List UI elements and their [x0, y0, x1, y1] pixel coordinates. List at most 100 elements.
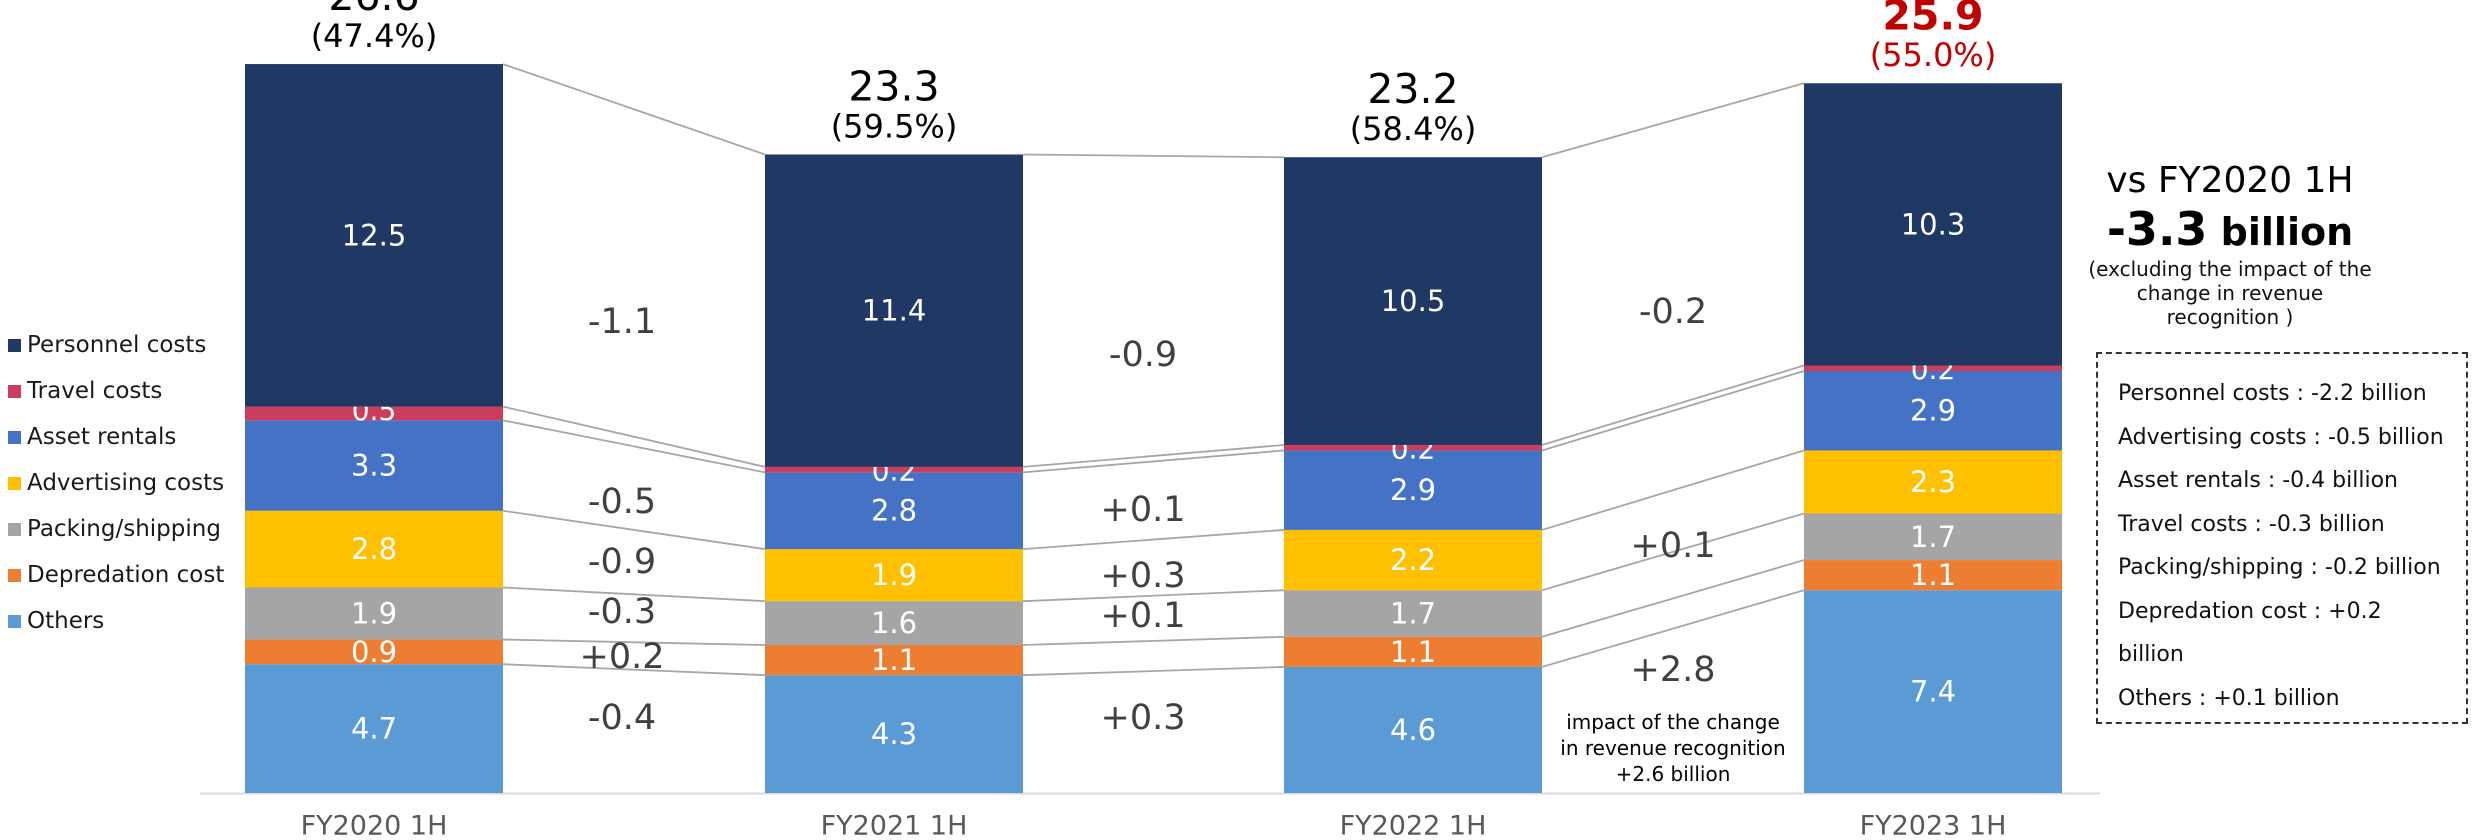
connector-line-advertising-costs	[1022, 529, 1285, 551]
connector-line-others	[502, 663, 766, 677]
connector-line-personnel-costs	[1022, 153, 1285, 159]
legend-item-asset-rentals: Asset rentals	[8, 414, 224, 460]
data-label-packing-shipping: 1.7	[1910, 520, 1956, 554]
bar-segment-asset-rentals	[765, 472, 1023, 550]
change-label-depredation-cost: +0.2	[580, 637, 665, 677]
data-label-depredation-cost: 0.9	[351, 635, 397, 669]
bar-segment-others	[1804, 590, 2062, 793]
data-label-packing-shipping: 1.9	[351, 597, 397, 631]
legend-item-packing: Packing/shipping	[8, 506, 224, 552]
connector-line-advertising-costs	[502, 509, 766, 550]
total-change-amount: -3.3	[2106, 202, 2208, 256]
revenue-recognition-note: +2.6 billion	[1616, 762, 1731, 786]
connector-line-asset-rentals	[502, 419, 766, 474]
data-label-advertising-costs: 2.2	[1390, 543, 1436, 577]
bar-segment-others	[245, 664, 503, 793]
connector-line-depredation-cost	[1541, 559, 1805, 638]
bar-segment-packing-shipping	[1284, 590, 1542, 637]
data-label-advertising-costs: 2.8	[351, 532, 397, 566]
change-label-personnel-costs: -0.2	[1639, 292, 1707, 332]
bar-segment-depredation-cost	[245, 639, 503, 665]
connector-line-asset-rentals	[1541, 370, 1805, 452]
connector-line-travel-costs	[502, 405, 766, 468]
bar-segment-travel-costs	[1804, 365, 2062, 371]
bar-ratio-label: (47.4%)	[311, 17, 438, 55]
legend-label: Depredation cost	[27, 562, 225, 588]
bar-segment-others	[1284, 666, 1542, 793]
total-change: -3.3 billion	[2080, 204, 2380, 257]
change-label-personnel-costs: -0.9	[1109, 335, 1177, 375]
bar-segment-personnel-costs	[1284, 157, 1542, 445]
bar-segment-advertising-costs	[245, 510, 503, 588]
bar-segment-depredation-cost	[1284, 636, 1542, 667]
change-label-personnel-costs: -1.1	[588, 302, 656, 342]
connector-line-depredation-cost	[1022, 635, 1285, 646]
connector-line-packing-shipping	[502, 586, 766, 603]
bar-segment-advertising-costs	[765, 549, 1023, 602]
breakdown-box: Personnel costs : -2.2 billion Advertisi…	[2096, 352, 2468, 724]
change-label-advertising-costs: -0.9	[588, 542, 656, 582]
connector-line-packing-shipping	[1541, 512, 1805, 592]
legend-swatch	[8, 430, 21, 444]
bar-segment-advertising-costs	[1284, 529, 1542, 591]
change-label-others: +2.8	[1631, 650, 1716, 690]
bar-segment-asset-rentals	[1804, 370, 2062, 451]
bar-segment-depredation-cost	[1804, 560, 2062, 591]
data-label-personnel-costs: 10.5	[1381, 284, 1446, 318]
connector-line-advertising-costs	[1541, 449, 1805, 531]
connector-line-packing-shipping	[1022, 589, 1285, 603]
legend-swatch	[8, 476, 21, 490]
connector-line-asset-rentals	[1022, 449, 1285, 474]
data-label-packing-shipping: 1.7	[1390, 597, 1436, 631]
bar-total-label: 23.2	[1367, 65, 1458, 113]
connector-line-personnel-costs	[1541, 82, 1805, 159]
legend-swatch	[8, 338, 21, 352]
connector-line-personnel-costs	[502, 63, 766, 156]
x-tick-label: FY2020 1H	[301, 811, 448, 840]
bar-segment-others	[765, 675, 1023, 793]
data-label-depredation-cost: 1.1	[1390, 635, 1436, 669]
change-label-others: +0.3	[1101, 698, 1186, 738]
legend-label: Packing/shipping	[27, 516, 221, 542]
data-label-advertising-costs: 1.9	[871, 558, 917, 592]
total-change-unit: billion	[2207, 210, 2354, 254]
bar-segment-asset-rentals	[1284, 450, 1542, 530]
change-label-packing-shipping: -0.3	[588, 592, 656, 632]
data-label-asset-rentals: 2.9	[1910, 394, 1956, 428]
legend-swatch	[8, 384, 21, 398]
revenue-recognition-note: in revenue recognition	[1560, 736, 1785, 760]
legend-label: Asset rentals	[27, 424, 177, 450]
x-tick-label: FY2022 1H	[1340, 811, 1487, 840]
bar-segment-personnel-costs	[1804, 83, 2062, 366]
bar-segment-packing-shipping	[1804, 513, 2062, 561]
legend-item-depredation: Depredation cost	[8, 552, 224, 598]
bar-segment-travel-costs	[245, 406, 503, 421]
bar-segment-advertising-costs	[1804, 450, 2062, 514]
data-label-others: 4.3	[871, 717, 917, 751]
legend-item-personnel: Personnel costs	[8, 322, 224, 368]
bar-total-label: 23.3	[848, 62, 939, 110]
data-label-others: 4.7	[351, 712, 397, 746]
comparison-label: vs FY2020 1H	[2106, 160, 2354, 201]
change-label-advertising-costs: +0.3	[1101, 556, 1186, 596]
breakdown-line: billion	[2118, 642, 2184, 667]
legend-item-advertising: Advertising costs	[8, 460, 224, 506]
data-label-depredation-cost: 1.1	[1910, 558, 1956, 592]
data-label-depredation-cost: 1.1	[871, 643, 917, 677]
legend-swatch	[8, 568, 21, 582]
data-label-personnel-costs: 10.3	[1901, 207, 1966, 241]
bar-total-label: 25.9	[1882, 0, 1983, 39]
connector-line-travel-costs	[1541, 364, 1805, 446]
data-label-asset-rentals: 3.3	[351, 449, 397, 483]
bar-ratio-label: (55.0%)	[1870, 36, 1997, 74]
legend-item-travel: Travel costs	[8, 368, 224, 414]
breakdown-line: Depredation cost : +0.2	[2118, 598, 2382, 624]
change-label-advertising-costs: +0.1	[1631, 526, 1716, 566]
data-label-asset-rentals: 2.8	[871, 494, 917, 528]
breakdown-line: Asset rentals : -0.4 billion	[2118, 468, 2398, 493]
bar-ratio-label: (59.5%)	[831, 107, 958, 145]
bar-segment-depredation-cost	[765, 645, 1023, 676]
breakdown-line: Travel costs : -0.3 billion	[2118, 511, 2385, 537]
summary-note-line2: change in revenue recognition )	[2136, 281, 2324, 329]
